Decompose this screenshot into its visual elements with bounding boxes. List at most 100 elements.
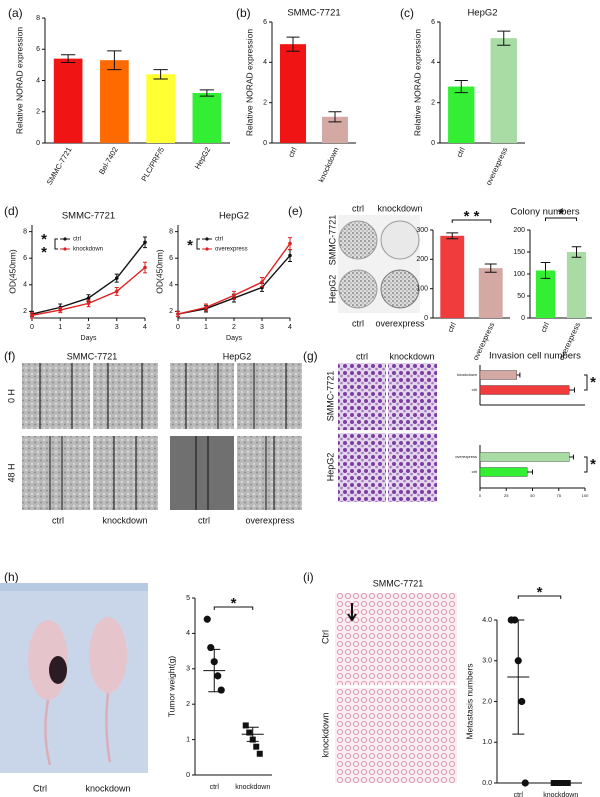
y-tick-label: 100 (513, 271, 525, 278)
y-tick-label: 50 (517, 293, 525, 300)
y-tick-label: 0 (186, 772, 190, 779)
image-label: 48 H (6, 463, 16, 482)
tail (44, 699, 52, 766)
colony-dish (338, 220, 378, 260)
point (256, 750, 263, 757)
x-tick-label: 0 (479, 493, 482, 498)
legend-bracket (54, 238, 58, 250)
image (170, 363, 234, 429)
point (288, 253, 292, 258)
bar (478, 268, 503, 318)
error-bar (328, 111, 342, 123)
y-tick-label: 100 (416, 286, 428, 293)
bar (440, 235, 465, 318)
y-tick-label: ctrl (472, 387, 477, 392)
significance-label: * (558, 206, 564, 223)
x-tick-label: Bel-7402 (97, 145, 120, 176)
significance-bracket (584, 374, 588, 391)
legend-marker (205, 247, 209, 251)
significance-label: * (590, 374, 596, 391)
y-tick-label: knockdown (457, 372, 477, 377)
image-label: ctrl (198, 515, 210, 525)
error-bar (60, 54, 76, 64)
image (22, 436, 90, 510)
image-label: SMMC-7721 (325, 371, 335, 422)
mouse (89, 617, 127, 693)
image (388, 433, 437, 502)
significance-bracket (451, 219, 492, 223)
y-axis-label: OD(450nm) (154, 249, 164, 294)
x-tick-label: HepG2 (193, 145, 213, 170)
y-axis-label: Relative NORAD expression (14, 27, 24, 135)
x-tick-label: 0 (176, 324, 180, 331)
significance-label: * * (464, 208, 480, 225)
significance-bracket (545, 217, 577, 221)
y-tick-label: 2 (23, 308, 27, 315)
image-label: SMMC-7721 (373, 578, 424, 588)
significance-label: * (231, 595, 237, 612)
point (204, 305, 208, 310)
x-tick-label: 3 (115, 324, 119, 331)
image-label: ctrl (52, 515, 64, 525)
y-tick-label: 2 (431, 100, 435, 107)
point (143, 240, 147, 245)
image (388, 363, 437, 430)
x-tick-label: PLC/PRF/5 (139, 145, 166, 182)
error-bar (107, 50, 122, 71)
significance-label: * (187, 237, 193, 254)
image-label: SMMC-7721 (67, 351, 118, 361)
x-tick-label: 4 (288, 324, 292, 331)
bar (279, 44, 307, 143)
y-tick-label: 3.0 (482, 658, 492, 665)
y-tick-label: 1 (186, 736, 190, 743)
bar (192, 93, 222, 143)
y-tick-label: 6 (169, 255, 173, 262)
x-axis-label: Days (226, 335, 242, 342)
error-bar (199, 89, 215, 97)
y-tick-label: 300 (416, 227, 428, 234)
image (170, 436, 234, 510)
wound-edges (39, 363, 287, 510)
y-tick-label: 6 (263, 19, 267, 26)
error-bar (569, 454, 574, 460)
y-tick-label: 0 (424, 315, 428, 322)
y-tick-label: 0.0 (482, 780, 492, 787)
mouse-photo: Ctrl knockdown (0, 583, 148, 793)
point (114, 276, 119, 280)
y-tick-label: 3 (186, 666, 190, 673)
y-tick-label: ctrl (472, 469, 477, 474)
y-tick-label: 8 (169, 228, 173, 235)
y-axis-label: Tumor weight(g) (166, 656, 176, 718)
image-label: Ctrl (33, 783, 47, 793)
point (214, 672, 222, 680)
y-tick-label: 4.0 (482, 617, 492, 624)
point (521, 779, 529, 787)
x-tick-label: 0 (30, 324, 34, 331)
chart-title: Colony numbers (510, 207, 579, 218)
significance-label: * (537, 584, 543, 601)
image-label: ctrl (352, 203, 364, 213)
colony-dish (380, 220, 420, 260)
x-tick-label: 1 (204, 324, 208, 331)
legend-marker (63, 237, 67, 241)
error-bar (497, 30, 511, 46)
histology-images: SMMC-7721 Ctrl knockdown (320, 578, 457, 783)
y-axis-label: Relative NORAD expression (412, 29, 422, 137)
panel-labels: (a) (b) (c) (d) (e) (f) (g) (h) (i) (4, 6, 414, 584)
image-label: knockdown (85, 783, 130, 793)
x-tick-label: knockdown (543, 792, 578, 797)
x-tick-label: 25 (504, 493, 509, 498)
y-tick-label: 0 (431, 140, 435, 147)
y-tick-label: 150 (513, 249, 525, 256)
y-tick-label: 4 (431, 59, 435, 66)
y-tick-label: 200 (416, 256, 428, 263)
y-axis-label: Relative NORAD expression (244, 29, 254, 137)
image-label: SMMC-7721 (327, 215, 337, 266)
image (335, 593, 457, 685)
x-tick-label: 3 (260, 324, 264, 331)
image-label: overexpress (245, 515, 295, 525)
panel-label: (c) (400, 6, 414, 20)
chart-title: Invasion cell numbers (489, 351, 581, 362)
legend-bracket (196, 238, 200, 250)
legend-label: knockdown (73, 247, 103, 253)
